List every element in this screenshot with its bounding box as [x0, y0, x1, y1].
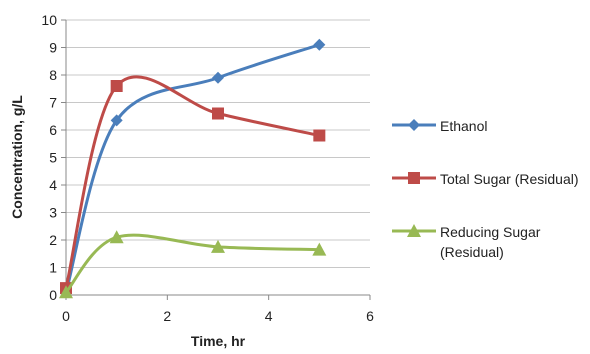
data-point-ethanol [110, 114, 123, 127]
legend-item-ethanol: Ethanol [392, 116, 588, 136]
legend-label-ethanol: Ethanol [440, 118, 488, 134]
series-line-reducing-sugar [64, 233, 320, 294]
x-axis-title: Time, hr [191, 333, 246, 349]
legend-label-reducing-sugar: Reducing Sugar (Residual) [440, 224, 541, 260]
data-point-total-sugar [110, 80, 123, 92]
series-line-ethanol [64, 43, 320, 293]
legend-swatch-total-sugar [392, 172, 436, 184]
y-tick-label: 2 [49, 232, 57, 248]
x-tick-label: 6 [366, 308, 374, 324]
legend-swatch-ethanol [392, 119, 436, 131]
tick-labels: 0 1 2 3 4 5 6 7 8 9 10 0 2 4 6 [41, 12, 374, 324]
axes [61, 19, 371, 300]
x-tick-label: 0 [62, 308, 70, 324]
data-point-ethanol [313, 38, 326, 51]
data-point-reducing-sugar [109, 230, 124, 244]
legend-item-total-sugar: Total Sugar (Residual) [392, 169, 588, 189]
y-tick-label: 1 [49, 260, 57, 276]
series-line-total-sugar [64, 75, 320, 289]
data-point-total-sugar [212, 107, 224, 120]
x-tick-label: 2 [163, 308, 171, 324]
legend-swatch-reducing-sugar [392, 224, 436, 237]
y-tick-label: 9 [49, 40, 57, 56]
data-point-reducing-sugar [59, 285, 73, 299]
legend-item-reducing-sugar: Reducing Sugar (Residual) [392, 222, 588, 262]
series-ethanol [60, 38, 326, 299]
data-point-total-sugar [313, 129, 326, 142]
y-tick-label: 8 [49, 67, 57, 83]
series [59, 38, 327, 299]
y-axis-title: Concentration, g/L [9, 95, 25, 219]
y-tick-label: 3 [49, 205, 57, 221]
y-tick-label: 10 [41, 12, 57, 28]
data-point-reducing-sugar [312, 242, 327, 256]
y-tick-label: 7 [49, 95, 57, 111]
data-point-reducing-sugar [211, 239, 225, 253]
y-tick-label: 4 [49, 177, 57, 193]
series-total-sugar [60, 75, 326, 295]
x-tick-label: 4 [265, 308, 273, 324]
y-tick-label: 5 [49, 150, 57, 166]
legend-label-total-sugar: Total Sugar (Residual) [440, 171, 579, 187]
y-tick-label: 6 [49, 122, 57, 138]
data-point-ethanol [212, 71, 224, 84]
grid [66, 19, 370, 268]
series-reducing-sugar [59, 230, 327, 299]
y-tick-label: 0 [49, 287, 57, 303]
